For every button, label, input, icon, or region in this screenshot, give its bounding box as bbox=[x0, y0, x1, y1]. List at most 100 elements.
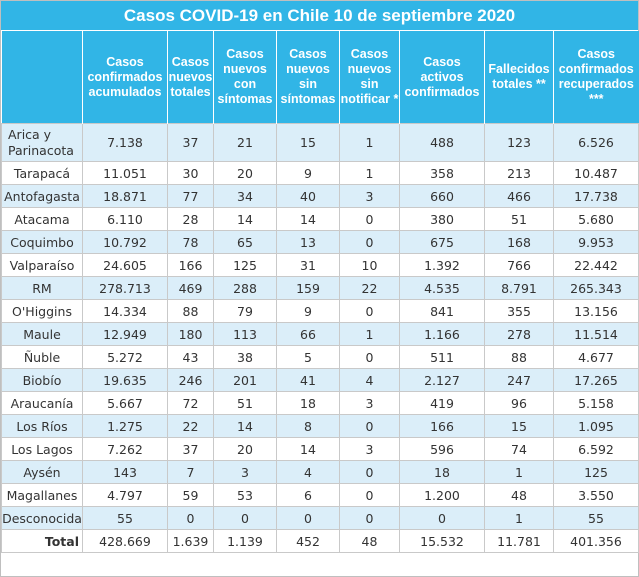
table-cell: 4.677 bbox=[553, 345, 639, 369]
table-cell: 278 bbox=[484, 322, 554, 346]
table-cell: 8 bbox=[276, 414, 340, 438]
table-row: Valparaíso 24.605 166 125 31 10 1.392 766 22.442 bbox=[1, 253, 639, 277]
table-cell: 5.158 bbox=[553, 391, 639, 415]
table-cell: 0 bbox=[339, 345, 400, 369]
column-header: Casos activos confirmados bbox=[399, 31, 485, 124]
table-cell: 1 bbox=[339, 123, 400, 162]
table-cell: 59 bbox=[167, 483, 214, 507]
region-name: Desconocida bbox=[1, 506, 83, 530]
table-cell: 66 bbox=[276, 322, 340, 346]
table-cell: 5.272 bbox=[82, 345, 168, 369]
table-cell: 55 bbox=[553, 506, 639, 530]
table-row: Arica y Parinacota 7.138 37 21 15 1 488 123 6.52… bbox=[1, 123, 639, 162]
total-cell: 452 bbox=[276, 529, 340, 553]
table-cell: 79 bbox=[213, 299, 277, 323]
table-cell: 15 bbox=[276, 123, 340, 162]
covid-cases-table: Casos confirmados acumulados Casos nuevo… bbox=[1, 31, 639, 553]
table-cell: 7.262 bbox=[82, 437, 168, 461]
table-cell: 77 bbox=[167, 184, 214, 208]
table-cell: 3 bbox=[213, 460, 277, 484]
table-cell: 31 bbox=[276, 253, 340, 277]
table-cell: 5.667 bbox=[82, 391, 168, 415]
table-cell: 596 bbox=[399, 437, 485, 461]
table-cell: 675 bbox=[399, 230, 485, 254]
region-name: Valparaíso bbox=[1, 253, 83, 277]
table-row: Atacama 6.110 28 14 14 0 380 51 5.680 bbox=[1, 207, 639, 231]
region-name: Los Ríos bbox=[1, 414, 83, 438]
column-header: Casos nuevos sin notificar * bbox=[339, 31, 400, 124]
table-row: Maule 12.949 180 113 66 1 1.166 278 11.514 bbox=[1, 322, 639, 346]
table-cell: 1 bbox=[339, 322, 400, 346]
table-cell: 12.949 bbox=[82, 322, 168, 346]
table-cell: 125 bbox=[213, 253, 277, 277]
region-name: Atacama bbox=[1, 207, 83, 231]
table-cell: 51 bbox=[213, 391, 277, 415]
table-row: Magallanes 4.797 59 53 6 0 1.200 48 3.550 bbox=[1, 483, 639, 507]
table-cell: 0 bbox=[339, 414, 400, 438]
table-cell: 30 bbox=[167, 161, 214, 185]
table-cell: 5 bbox=[276, 345, 340, 369]
table-cell: 766 bbox=[484, 253, 554, 277]
region-name: Biobío bbox=[1, 368, 83, 392]
table-cell: 246 bbox=[167, 368, 214, 392]
table-cell: 660 bbox=[399, 184, 485, 208]
table-cell: 17.265 bbox=[553, 368, 639, 392]
table-cell: 0 bbox=[339, 207, 400, 231]
column-header: Casos nuevos con síntomas bbox=[213, 31, 277, 124]
table-cell: 511 bbox=[399, 345, 485, 369]
table-cell: 9 bbox=[276, 299, 340, 323]
table-cell: 88 bbox=[484, 345, 554, 369]
table-cell: 143 bbox=[82, 460, 168, 484]
table-cell: 10 bbox=[339, 253, 400, 277]
column-header: Casos nuevos totales bbox=[167, 31, 214, 124]
table-cell: 13 bbox=[276, 230, 340, 254]
table-cell: 48 bbox=[484, 483, 554, 507]
table-cell: 19.635 bbox=[82, 368, 168, 392]
table-cell: 1.275 bbox=[82, 414, 168, 438]
table-cell: 13.156 bbox=[553, 299, 639, 323]
table-cell: 1.166 bbox=[399, 322, 485, 346]
column-header: Fallecidos totales ** bbox=[484, 31, 554, 124]
region-name: Tarapacá bbox=[1, 161, 83, 185]
table-cell: 4 bbox=[339, 368, 400, 392]
table-cell: 201 bbox=[213, 368, 277, 392]
table-cell: 8.791 bbox=[484, 276, 554, 300]
table-cell: 419 bbox=[399, 391, 485, 415]
table-cell: 1.095 bbox=[553, 414, 639, 438]
region-name: Arica y Parinacota bbox=[1, 123, 83, 162]
table-cell: 14.334 bbox=[82, 299, 168, 323]
table-row: Los Ríos 1.275 22 14 8 0 166 15 1.095 bbox=[1, 414, 639, 438]
table-cell: 18 bbox=[399, 460, 485, 484]
table-row: Aysén 143 7 3 4 0 18 1 125 bbox=[1, 460, 639, 484]
table-cell: 14 bbox=[276, 437, 340, 461]
table-cell: 22 bbox=[339, 276, 400, 300]
table-cell: 0 bbox=[339, 483, 400, 507]
table-cell: 38 bbox=[213, 345, 277, 369]
table-cell: 6.526 bbox=[553, 123, 639, 162]
region-name: O'Higgins bbox=[1, 299, 83, 323]
table-cell: 9.953 bbox=[553, 230, 639, 254]
table-cell: 7 bbox=[167, 460, 214, 484]
table-cell: 37 bbox=[167, 437, 214, 461]
table-cell: 20 bbox=[213, 437, 277, 461]
table-cell: 11.051 bbox=[82, 161, 168, 185]
table-cell: 380 bbox=[399, 207, 485, 231]
table-cell: 14 bbox=[213, 414, 277, 438]
table-row: O'Higgins 14.334 88 79 9 0 841 355 13.156 bbox=[1, 299, 639, 323]
table-cell: 288 bbox=[213, 276, 277, 300]
total-row: Total 428.669 1.639 1.139 452 48 15.532 … bbox=[1, 529, 639, 553]
table-cell: 24.605 bbox=[82, 253, 168, 277]
total-cell: 11.781 bbox=[484, 529, 554, 553]
table-cell: 41 bbox=[276, 368, 340, 392]
table-cell: 1.392 bbox=[399, 253, 485, 277]
table-cell: 43 bbox=[167, 345, 214, 369]
table-cell: 53 bbox=[213, 483, 277, 507]
table-cell: 469 bbox=[167, 276, 214, 300]
region-name: Los Lagos bbox=[1, 437, 83, 461]
table-cell: 166 bbox=[167, 253, 214, 277]
table-cell: 28 bbox=[167, 207, 214, 231]
region-name: Aysén bbox=[1, 460, 83, 484]
region-name: Antofagasta bbox=[1, 184, 83, 208]
table-cell: 1 bbox=[484, 506, 554, 530]
table-cell: 355 bbox=[484, 299, 554, 323]
